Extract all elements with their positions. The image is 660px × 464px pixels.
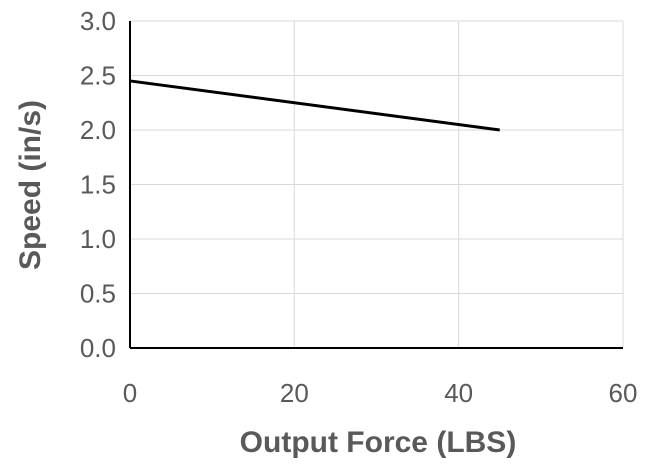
y-axis-title: Speed (in/s)	[14, 100, 47, 270]
x-tick-label: 60	[609, 378, 638, 408]
y-tick-label: 1.5	[80, 170, 116, 200]
tick-labels: 0.0 0.5 1.0 1.5 2.0 2.5 3.0 0 20 40 60	[80, 6, 638, 408]
series-group	[129, 79, 500, 132]
x-tick-label: 0	[123, 378, 137, 408]
y-tick-label: 0.5	[80, 279, 116, 309]
y-tick-label: 2.0	[80, 115, 116, 145]
series-line	[129, 79, 500, 132]
y-tick-label: 0.0	[80, 333, 116, 363]
x-axis-title: Output Force (LBS)	[240, 426, 517, 459]
x-tick-label: 40	[444, 378, 473, 408]
grid	[130, 20, 624, 348]
axes	[129, 21, 623, 349]
y-tick-label: 2.5	[80, 61, 116, 91]
y-tick-label: 3.0	[80, 6, 116, 36]
y-tick-label: 1.0	[80, 224, 116, 254]
x-tick-label: 20	[280, 378, 309, 408]
